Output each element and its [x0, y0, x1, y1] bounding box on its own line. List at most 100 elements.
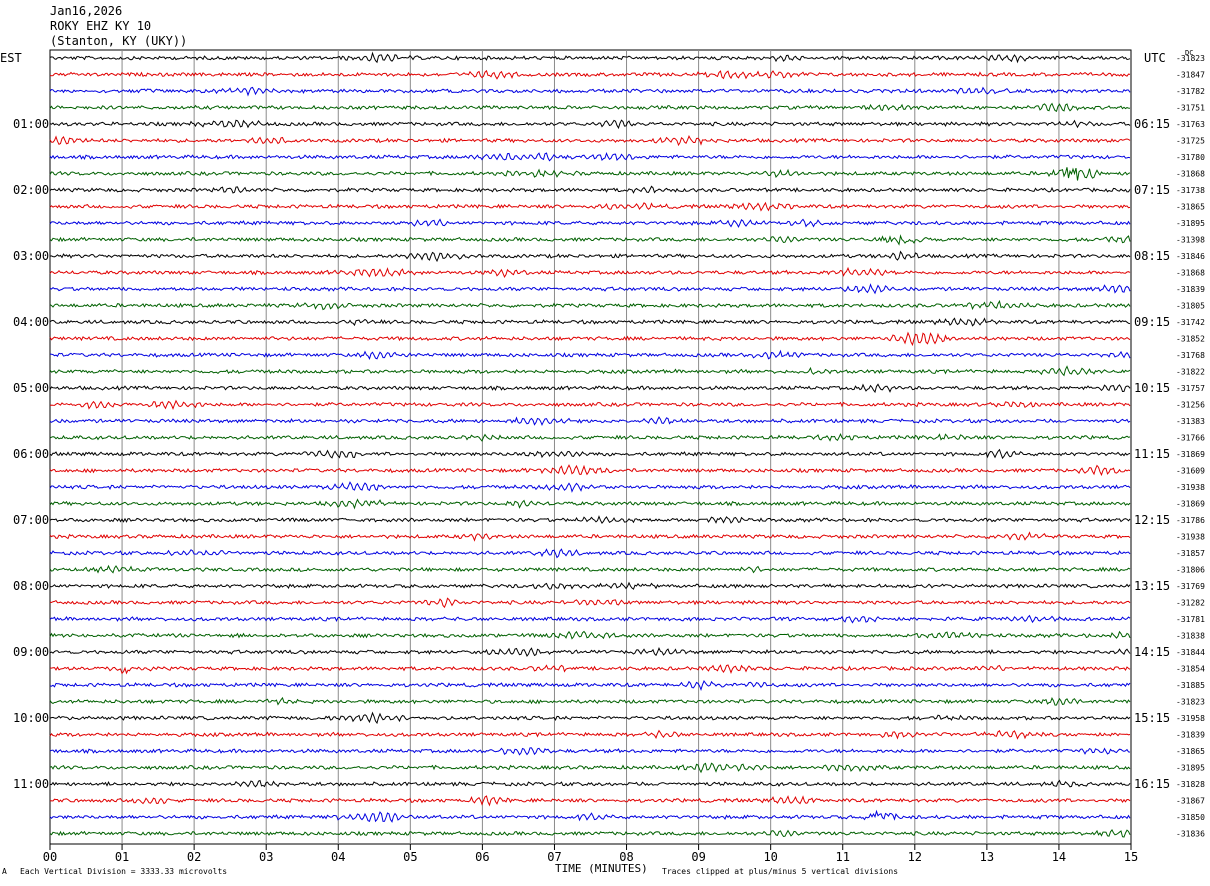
left-timezone-label: EST: [0, 51, 22, 65]
trace-line-25: [49, 464, 1131, 477]
left-hour-label: 10:00: [13, 711, 49, 725]
dc-offset-label: -31852: [1176, 335, 1205, 344]
trace-line-33: [49, 597, 1131, 609]
x-axis-title: TIME (MINUTES): [555, 862, 648, 875]
x-tick-label: 15: [1124, 850, 1138, 864]
dc-offset-label: -31763: [1176, 120, 1205, 129]
dc-offset-label: -31869: [1176, 500, 1205, 509]
plot-frame: [49, 49, 1132, 845]
trace-line-35: [49, 630, 1131, 640]
dc-offset-label: -31828: [1176, 780, 1205, 789]
trace-line-30: [49, 548, 1131, 559]
trace-line-27: [49, 498, 1131, 510]
trace-line-12: [49, 250, 1131, 263]
x-tick-label: 09: [691, 850, 705, 864]
dc-offset-label: -31383: [1176, 417, 1205, 426]
dc-offset-label: -31806: [1176, 566, 1205, 575]
trace-line-11: [49, 234, 1131, 246]
left-hour-label: 04:00: [13, 315, 49, 329]
right-hour-label: 06:15: [1134, 117, 1170, 131]
x-axis-ticks: [49, 844, 1132, 850]
x-tick-label: 12: [908, 850, 922, 864]
right-hour-label: 16:15: [1134, 777, 1170, 791]
seismic-traces: [49, 51, 1131, 838]
trace-line-46: [49, 809, 1131, 823]
right-hour-label: 15:15: [1134, 711, 1170, 725]
left-hour-label: 07:00: [13, 513, 49, 527]
dc-offset-label: -31850: [1176, 813, 1205, 822]
trace-line-6: [49, 152, 1131, 162]
right-hour-label: 07:15: [1134, 183, 1170, 197]
dc-offset-label: -31838: [1176, 632, 1205, 641]
trace-line-37: [49, 664, 1131, 675]
corner-mark: A: [2, 867, 7, 876]
trace-line-21: [49, 399, 1131, 410]
x-tick-label: 08: [619, 850, 633, 864]
dc-offset-label: -31846: [1176, 252, 1205, 261]
right-hour-label: 12:15: [1134, 513, 1170, 527]
dc-offset-label: -31895: [1176, 764, 1205, 773]
location-label: (Stanton, KY (UKY)): [50, 34, 188, 48]
clip-note: Traces clipped at plus/minus 5 vertical …: [662, 867, 899, 876]
trace-line-14: [49, 283, 1131, 295]
trace-line-28: [49, 515, 1131, 524]
x-tick-label: 04: [331, 850, 345, 864]
trace-line-17: [49, 331, 1131, 347]
trace-line-3: [49, 102, 1131, 113]
dc-offset-label: -31868: [1176, 170, 1205, 179]
trace-line-4: [49, 119, 1131, 130]
dc-offset-label: -31282: [1176, 599, 1205, 608]
dc-offset-label: -31769: [1176, 582, 1205, 591]
dc-offset-label: -31766: [1176, 434, 1205, 443]
x-tick-label: 13: [980, 850, 994, 864]
dc-offset-label: -31609: [1176, 467, 1205, 476]
x-tick-label: 02: [187, 850, 201, 864]
x-tick-label: 06: [475, 850, 489, 864]
dc-offset-label: -31857: [1176, 549, 1205, 558]
left-hour-label: 01:00: [13, 117, 49, 131]
dc-offset-label: -31958: [1176, 714, 1205, 723]
dc-offset-label: -31895: [1176, 219, 1205, 228]
dc-offset-label: -31885: [1176, 681, 1205, 690]
dc-offset-label: -31854: [1176, 665, 1205, 674]
right-hour-label: 13:15: [1134, 579, 1170, 593]
trace-line-45: [49, 795, 1131, 807]
dc-offset-label: -31847: [1176, 71, 1205, 80]
trace-line-29: [49, 531, 1131, 542]
left-hour-label: 06:00: [13, 447, 49, 461]
trace-line-38: [49, 679, 1131, 691]
dc-offset-label: -31865: [1176, 203, 1205, 212]
right-hour-label: 11:15: [1134, 447, 1170, 461]
x-tick-label: 07: [547, 850, 561, 864]
x-tick-label: 11: [836, 850, 850, 864]
trace-line-24: [49, 448, 1131, 460]
dc-offset-label: -31398: [1176, 236, 1205, 245]
dc-offset-label: -31742: [1176, 318, 1205, 327]
dc-offset-label: -31725: [1176, 137, 1205, 146]
trace-line-15: [49, 299, 1131, 311]
dc-offset-label: -31823: [1176, 698, 1205, 707]
grid-lines: [49, 49, 1132, 845]
dc-offset-label: -31865: [1176, 747, 1205, 756]
trace-line-47: [49, 828, 1131, 838]
date-label: Jan16,2026: [50, 4, 123, 18]
trace-line-7: [49, 167, 1131, 181]
trace-line-31: [49, 564, 1131, 574]
dc-offset-label: -31751: [1176, 104, 1205, 113]
right-hour-label: 14:15: [1134, 645, 1170, 659]
dc-header-label: DC: [1185, 49, 1194, 57]
trace-line-10: [49, 218, 1131, 229]
trace-line-42: [49, 747, 1131, 756]
dc-offset-label: -31836: [1176, 830, 1205, 839]
trace-line-36: [49, 647, 1131, 657]
x-tick-label: 01: [115, 850, 129, 864]
trace-line-0: [49, 51, 1131, 64]
trace-line-34: [49, 614, 1131, 624]
trace-line-26: [49, 481, 1131, 493]
left-hour-label: 03:00: [13, 249, 49, 263]
trace-line-8: [49, 185, 1131, 194]
dc-offset-label: -31869: [1176, 450, 1205, 459]
trace-line-41: [49, 729, 1131, 740]
dc-offset-label: -31782: [1176, 87, 1205, 96]
